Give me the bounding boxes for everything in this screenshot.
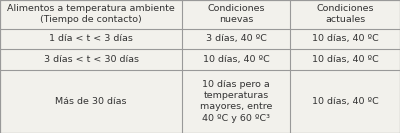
Text: 10 días, 40 ºC: 10 días, 40 ºC	[312, 97, 378, 106]
Text: 1 día < t < 3 días: 1 día < t < 3 días	[49, 34, 133, 43]
Text: 10 días, 40 ºC: 10 días, 40 ºC	[312, 55, 378, 64]
Text: Más de 30 días: Más de 30 días	[55, 97, 127, 106]
Text: 3 días < t < 30 días: 3 días < t < 30 días	[44, 55, 138, 64]
Text: 10 días, 40 ºC: 10 días, 40 ºC	[312, 34, 378, 43]
Text: 10 días, 40 ºC: 10 días, 40 ºC	[203, 55, 269, 64]
Text: 10 días pero a
temperaturas
mayores, entre
40 ºC y 60 ºC³: 10 días pero a temperaturas mayores, ent…	[200, 80, 272, 123]
Text: Condiciones
actuales: Condiciones actuales	[316, 4, 374, 24]
Text: Alimentos a temperatura ambiente
(Tiempo de contacto): Alimentos a temperatura ambiente (Tiempo…	[7, 4, 175, 24]
Text: Condiciones
nuevas: Condiciones nuevas	[207, 4, 265, 24]
Text: 3 días, 40 ºC: 3 días, 40 ºC	[206, 34, 266, 43]
